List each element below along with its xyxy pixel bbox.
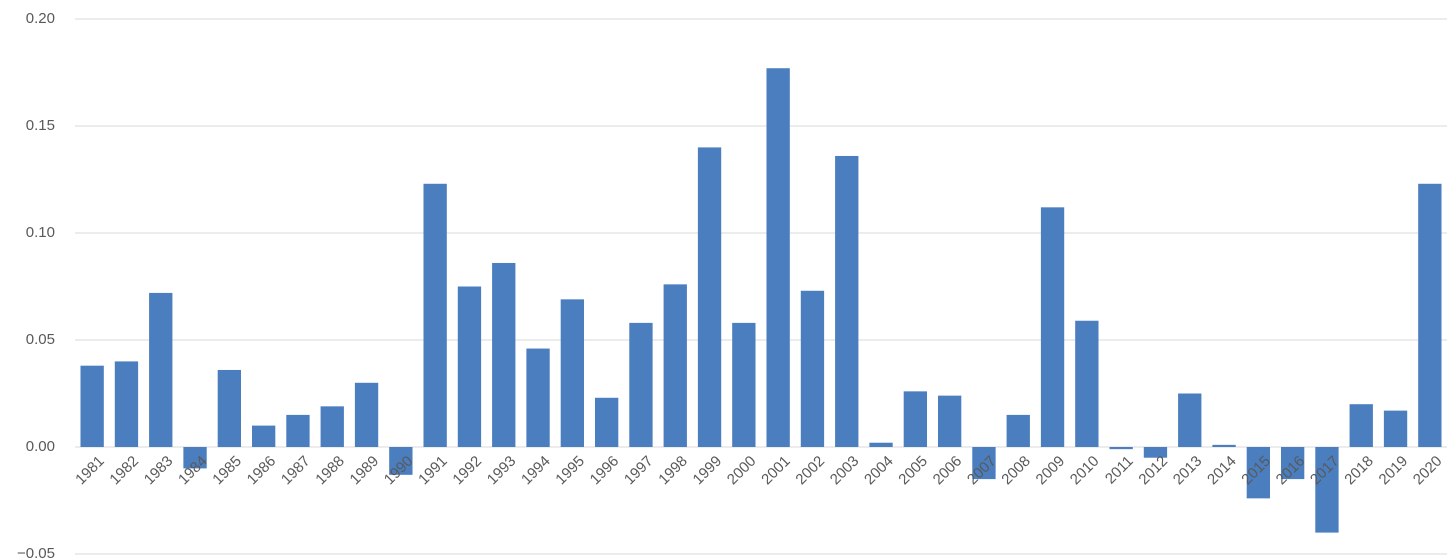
bar — [1418, 183, 1442, 447]
y-tick-label: 0.05 — [26, 331, 55, 348]
bar — [217, 369, 242, 447]
x-tick-label: 2008 — [998, 453, 1034, 489]
bar — [629, 322, 653, 447]
bar — [1178, 393, 1202, 447]
bar — [1280, 447, 1305, 480]
bar — [457, 286, 482, 447]
bar — [183, 447, 207, 469]
x-tick-label: 2011 — [1102, 453, 1137, 488]
x-tick-label: 1996 — [587, 453, 623, 489]
bar — [594, 397, 619, 447]
x-tick-label: 2000 — [724, 453, 760, 489]
bar — [114, 361, 139, 447]
bar — [1212, 444, 1236, 447]
bar — [80, 365, 104, 447]
bar — [972, 447, 996, 480]
x-tick-label: 1983 — [141, 453, 177, 489]
x-tick-label: 2003 — [827, 453, 863, 489]
x-tick-label: 2013 — [1170, 453, 1206, 489]
bar — [1143, 447, 1168, 458]
bar — [526, 348, 550, 447]
x-tick-label: 1989 — [347, 453, 383, 489]
x-tick-label: 1992 — [449, 453, 485, 489]
x-tick-label: 1982 — [106, 453, 142, 489]
x-tick-label: 1998 — [655, 453, 691, 489]
x-tick-label: 1986 — [244, 453, 280, 489]
bar — [835, 155, 859, 447]
bar — [1383, 410, 1408, 447]
x-tick-label: 2006 — [930, 453, 966, 489]
x-tick-label: 2019 — [1376, 453, 1412, 489]
y-tick-label: −0.05 — [17, 545, 55, 558]
x-tick-label: 1988 — [312, 453, 348, 489]
bar — [251, 425, 276, 447]
bar — [766, 68, 790, 447]
y-tick-label: 0.00 — [26, 438, 55, 455]
bar — [1040, 207, 1065, 447]
x-tick-label: 1981 — [72, 453, 108, 489]
bar — [560, 299, 585, 447]
bar — [732, 322, 756, 447]
x-tick-label: 2004 — [861, 453, 897, 489]
x-tick-label: 1985 — [209, 453, 245, 489]
bar — [1006, 414, 1030, 447]
bar — [1349, 404, 1373, 447]
bar — [149, 292, 173, 447]
bar — [800, 290, 825, 447]
x-tick-label: 1995 — [552, 453, 588, 489]
x-tick-label: 2005 — [895, 453, 931, 489]
x-tick-label: 1997 — [621, 453, 657, 489]
bar — [286, 414, 310, 447]
x-tick-label: 2012 — [1135, 453, 1171, 489]
bar — [869, 442, 893, 447]
bar — [1246, 447, 1271, 499]
bar — [1315, 447, 1339, 533]
bar — [354, 382, 379, 447]
x-tick-label: 2018 — [1341, 453, 1377, 489]
bar — [423, 183, 447, 447]
x-tick-label: 2010 — [1067, 453, 1103, 489]
x-tick-label: 2009 — [1033, 453, 1069, 489]
x-tick-label: 2002 — [792, 453, 828, 489]
bar — [663, 284, 687, 447]
bar — [1109, 447, 1133, 450]
bar — [697, 147, 722, 447]
x-tick-label: 1993 — [484, 453, 520, 489]
x-tick-label: 2020 — [1410, 453, 1446, 489]
y-tick-label: 0.10 — [26, 224, 55, 241]
y-tick-label: 0.15 — [26, 117, 55, 134]
bar — [389, 447, 413, 475]
x-tick-label: 1991 — [415, 453, 451, 489]
bar — [903, 391, 928, 447]
x-tick-label: 2001 — [758, 453, 794, 489]
y-tick-label: 0.20 — [26, 10, 55, 27]
x-tick-label: 1994 — [518, 453, 554, 489]
x-tick-label: 2014 — [1204, 453, 1240, 489]
bar — [492, 262, 516, 447]
bar — [937, 395, 962, 447]
bar — [1075, 320, 1099, 447]
x-tick-label: 1987 — [278, 453, 314, 489]
x-tick-label: 1999 — [690, 453, 726, 489]
bar — [320, 406, 344, 447]
